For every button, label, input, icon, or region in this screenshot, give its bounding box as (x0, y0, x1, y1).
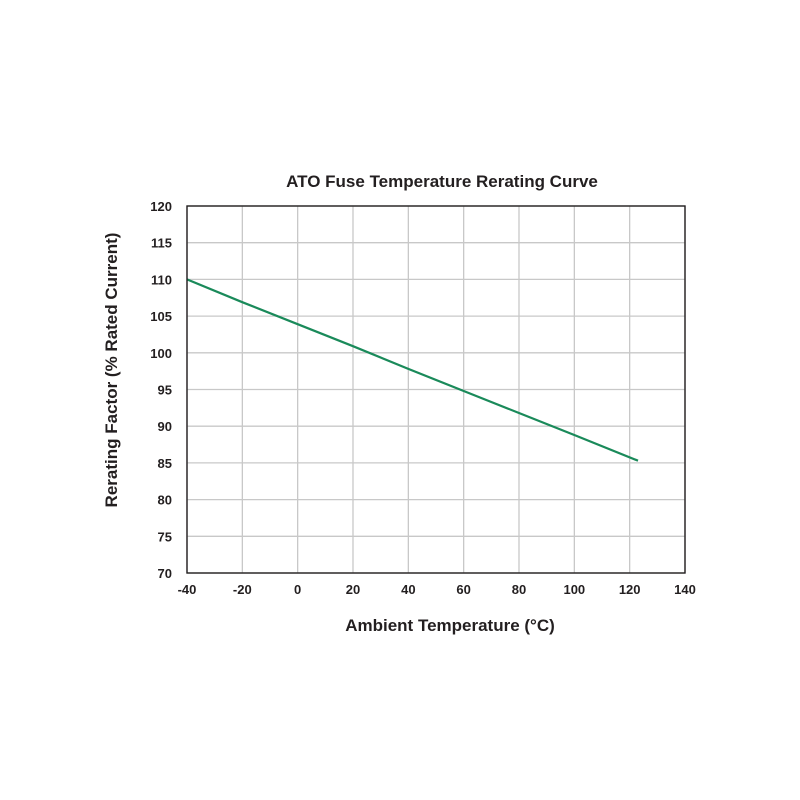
y-tick-label: 80 (158, 493, 172, 508)
x-tick-label: 0 (294, 582, 301, 597)
x-tick-label: 120 (619, 582, 641, 597)
series-layer (186, 278, 639, 462)
y-tick-label: 100 (150, 346, 172, 361)
plot-frame (186, 205, 686, 574)
y-tick-label: 90 (158, 419, 172, 434)
y-tick-label: 105 (150, 309, 172, 324)
x-tick-label: -40 (178, 582, 197, 597)
x-tick-label: 40 (401, 582, 415, 597)
x-tick-label: 60 (456, 582, 470, 597)
y-axis-ticks: 70 75 80 85 90 95 100 105 110 115 120 (150, 199, 172, 581)
x-tick-label: -20 (233, 582, 252, 597)
y-tick-label: 110 (151, 272, 172, 287)
x-tick-label: 100 (563, 582, 585, 597)
x-axis-ticks: -40 -20 0 20 40 60 80 100 120 140 (178, 582, 696, 597)
series-line (186, 278, 639, 462)
y-axis-label: Rerating Factor (% Rated Current) (102, 233, 121, 508)
grid (186, 205, 686, 574)
x-axis-label: Ambient Temperature (°C) (345, 616, 555, 635)
y-tick-label: 85 (158, 456, 172, 471)
y-tick-label: 75 (158, 529, 172, 544)
x-tick-label: 140 (674, 582, 696, 597)
y-tick-label: 95 (158, 383, 172, 398)
y-tick-label: 70 (158, 566, 172, 581)
y-tick-label: 120 (150, 199, 172, 214)
y-tick-label: 115 (151, 236, 172, 251)
chart-title: ATO Fuse Temperature Rerating Curve (286, 172, 598, 191)
x-tick-label: 80 (512, 582, 526, 597)
x-tick-label: 20 (346, 582, 360, 597)
